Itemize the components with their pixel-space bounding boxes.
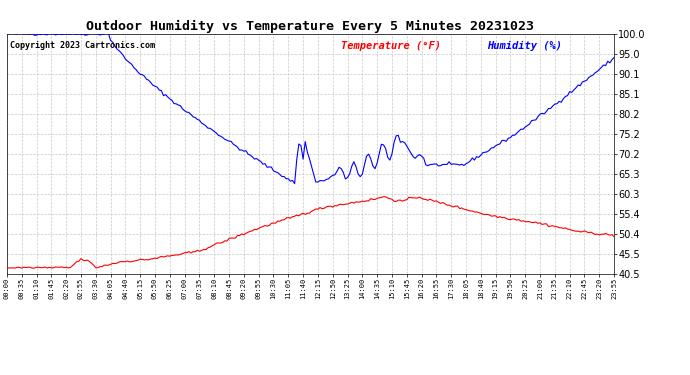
- Text: Temperature (°F): Temperature (°F): [341, 41, 441, 51]
- Title: Outdoor Humidity vs Temperature Every 5 Minutes 20231023: Outdoor Humidity vs Temperature Every 5 …: [86, 20, 535, 33]
- Text: Humidity (%): Humidity (%): [486, 41, 562, 51]
- Text: Copyright 2023 Cartronics.com: Copyright 2023 Cartronics.com: [10, 41, 155, 50]
